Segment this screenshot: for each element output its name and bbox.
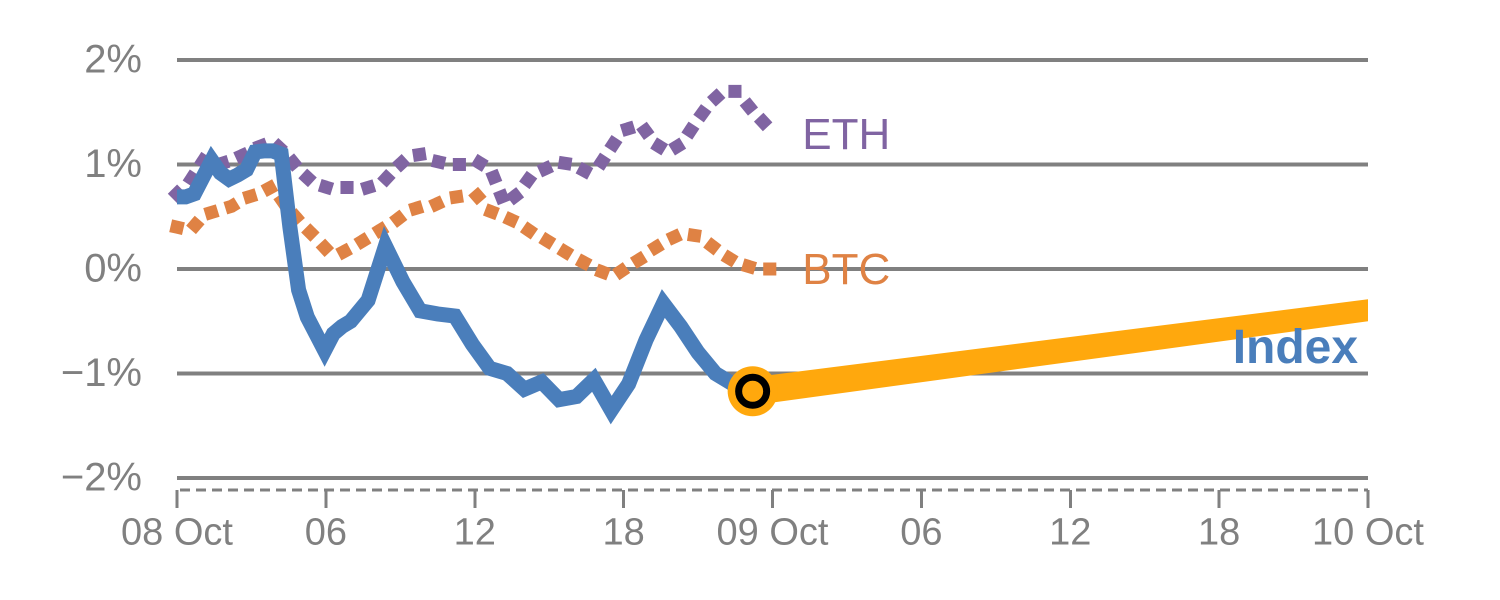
- series-line-index: [177, 143, 756, 425]
- x-tick-label: 12: [1049, 511, 1091, 553]
- x-tick-label: 18: [1198, 511, 1240, 553]
- x-tick-label: 12: [454, 511, 496, 553]
- current-value-marker[interactable]: [727, 366, 778, 417]
- y-tick-label: 0%: [84, 247, 142, 291]
- series-label-index: Index: [1233, 321, 1359, 374]
- y-tick-label: −1%: [61, 351, 142, 395]
- series-paths: [167, 84, 787, 425]
- marker-ring-icon[interactable]: [735, 373, 771, 409]
- x-tick-label: 10 Oct: [1312, 511, 1424, 553]
- y-tick-label: 1%: [84, 142, 142, 186]
- forecast-band: [752, 299, 1368, 406]
- series-labels: Index BTC ETH: [802, 110, 1358, 374]
- forecast-band-group: [752, 299, 1368, 406]
- x-tick-label: 08 Oct: [121, 511, 233, 553]
- y-axis-tick-labels: 2% 1% 0% −1% −2%: [61, 38, 142, 500]
- series-line-btc: [169, 179, 784, 283]
- series-label-btc: BTC: [802, 245, 890, 294]
- x-tick-label: 18: [602, 511, 644, 553]
- y-tick-label: 2%: [84, 38, 142, 82]
- x-axis-tick-marks: [175, 490, 1370, 508]
- x-tick-label: 06: [305, 511, 347, 553]
- x-tick-label: 09 Oct: [717, 511, 829, 553]
- x-axis-tick-labels: 08 Oct 06 12 18 09 Oct 06 12 18 10 Oct: [121, 511, 1424, 553]
- series-label-eth: ETH: [802, 110, 890, 159]
- x-tick-label: 06: [900, 511, 942, 553]
- y-tick-label: −2%: [61, 456, 142, 500]
